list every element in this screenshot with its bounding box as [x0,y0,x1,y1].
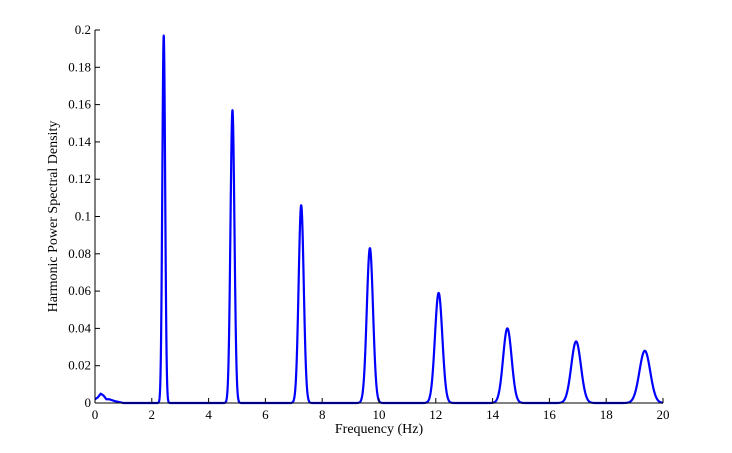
axes: 0 2 4 6 8 10 12 14 16 18 20 0 0.02 0.04 0.06 0.08 0.1 0.1… [68,22,669,422]
x-tick-label: 6 [262,407,269,422]
x-tick-label: 2 [149,407,156,422]
y-tick-label: 0 [85,395,92,410]
y-tick-label: 0.06 [68,283,91,298]
x-tick-label: 8 [319,407,326,422]
y-tick-label: 0.04 [68,320,91,335]
x-tick-label: 4 [205,407,212,422]
x-axis-title: Frequency (Hz) [335,422,424,437]
psd-series-line [94,34,664,405]
x-tick-label: 18 [600,407,613,422]
x-tick-label: 16 [543,407,557,422]
x-tick-label: 12 [429,407,442,422]
y-tick-label: 0.16 [68,97,91,112]
y-tick-label: 0.14 [68,134,91,149]
x-tick-label: 20 [657,407,670,422]
y-axis-title: Harmonic Power Spectral Density [46,121,61,313]
x-tick-label: 0 [92,407,99,422]
y-tick-label: 0.12 [68,171,91,186]
y-tick-label: 0.18 [68,59,91,74]
y-tick-label: 0.1 [75,209,91,224]
plot-area [94,34,664,405]
x-tick-label: 14 [486,407,500,422]
x-tick-label: 10 [373,407,386,422]
y-tick-label: 0.2 [75,22,91,37]
y-tick-label: 0.08 [68,246,91,261]
y-tick-label: 0.02 [68,358,91,373]
